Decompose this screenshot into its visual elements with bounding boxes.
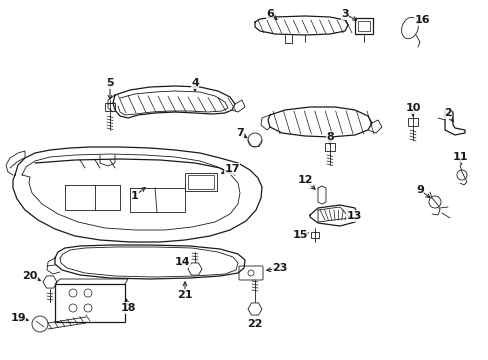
Text: 11: 11 [451, 152, 467, 162]
FancyBboxPatch shape [184, 173, 217, 191]
Text: 9: 9 [415, 185, 423, 195]
Ellipse shape [401, 17, 418, 39]
Text: 7: 7 [236, 128, 244, 138]
Text: 23: 23 [272, 263, 287, 273]
Text: 12: 12 [297, 175, 312, 185]
Text: 10: 10 [405, 103, 420, 113]
Text: 1: 1 [131, 191, 139, 201]
FancyBboxPatch shape [55, 284, 125, 322]
Text: 6: 6 [265, 9, 273, 19]
Circle shape [84, 289, 92, 297]
FancyBboxPatch shape [354, 18, 372, 34]
Text: 21: 21 [177, 290, 192, 300]
Text: 20: 20 [22, 271, 38, 281]
FancyBboxPatch shape [357, 21, 369, 31]
Text: 16: 16 [413, 15, 429, 25]
Text: 15: 15 [292, 230, 307, 240]
Text: 5: 5 [106, 78, 114, 88]
FancyBboxPatch shape [187, 175, 214, 189]
Circle shape [428, 196, 440, 208]
FancyBboxPatch shape [407, 118, 417, 126]
Text: 19: 19 [10, 313, 26, 323]
FancyBboxPatch shape [310, 232, 318, 238]
FancyBboxPatch shape [325, 143, 334, 151]
Circle shape [84, 304, 92, 312]
Text: 14: 14 [175, 257, 190, 267]
Text: 17: 17 [224, 164, 239, 174]
Circle shape [247, 133, 262, 147]
Circle shape [32, 316, 48, 332]
FancyBboxPatch shape [105, 103, 115, 111]
Circle shape [247, 270, 253, 276]
Circle shape [69, 304, 77, 312]
Text: 4: 4 [191, 78, 199, 88]
Text: 22: 22 [247, 319, 262, 329]
Text: 13: 13 [346, 211, 361, 221]
Text: 3: 3 [341, 9, 348, 19]
Text: 2: 2 [443, 108, 451, 118]
Text: 8: 8 [325, 132, 333, 142]
Circle shape [456, 170, 466, 180]
Text: 18: 18 [120, 303, 136, 313]
Circle shape [69, 289, 77, 297]
FancyBboxPatch shape [239, 266, 263, 280]
